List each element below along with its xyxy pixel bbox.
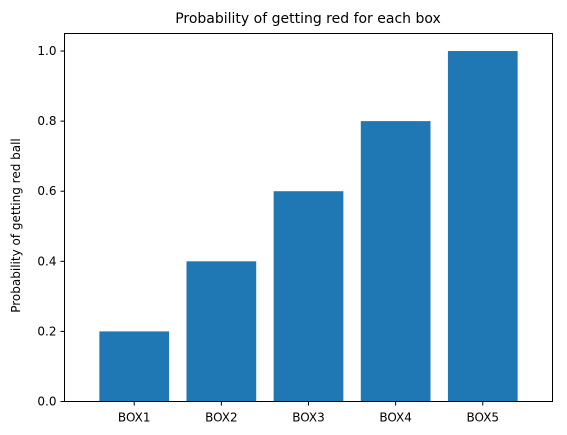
y-ticks-group: 0.0 0.2 0.4 0.6 0.8 1.0: [37, 44, 65, 409]
y-tick-label: 1.0: [37, 44, 56, 58]
bars-group: [99, 51, 518, 402]
bar-box5: [447, 51, 518, 402]
plot-frame: [64, 33, 553, 402]
x-tick-label: BOX3: [292, 411, 325, 425]
y-axis-label: Probability of getting red ball: [9, 138, 23, 313]
bar-box1: [99, 331, 170, 402]
x-tick-label: BOX4: [379, 411, 412, 425]
bar-box4: [360, 121, 431, 402]
y-tick-label: 0.4: [37, 254, 56, 268]
y-tick-label: 0.0: [37, 395, 56, 409]
chart-title: Probability of getting red for each box: [175, 11, 441, 27]
y-tick-label: 0.8: [37, 114, 56, 128]
y-tick-label: 0.2: [37, 324, 56, 338]
x-ticks-group: BOX1 BOX2 BOX3 BOX4 BOX5: [118, 401, 500, 425]
x-tick-label: BOX5: [467, 411, 500, 425]
bar-box3: [273, 191, 344, 402]
x-tick-label: BOX2: [205, 411, 238, 425]
y-tick-label: 0.6: [37, 184, 56, 198]
bar-box2: [186, 261, 257, 402]
x-tick-label: BOX1: [118, 411, 151, 425]
